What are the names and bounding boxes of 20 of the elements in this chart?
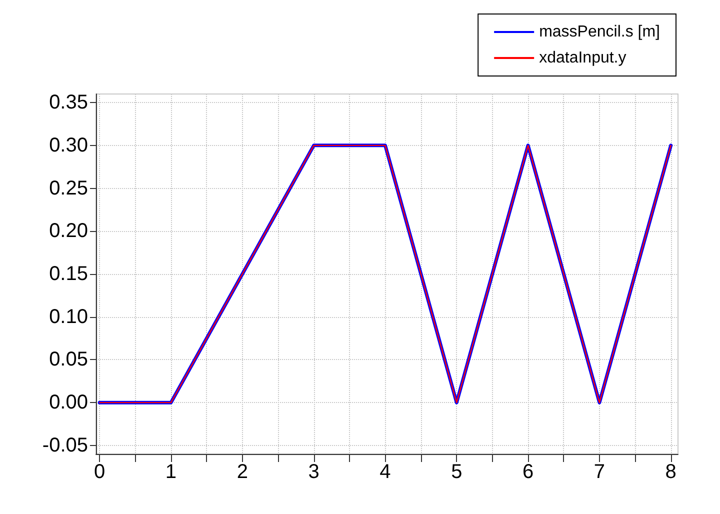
y-tick-label: 0.15 <box>49 263 88 285</box>
y-tick-label: 0.35 <box>49 92 88 114</box>
y-tick-label: 0.00 <box>49 392 88 414</box>
y-tick-label: 0.20 <box>49 220 88 242</box>
legend-label: xdataInput.y <box>539 50 626 66</box>
y-tick-label: 0.30 <box>49 134 88 156</box>
legend-label: massPencil.s [m] <box>539 24 660 40</box>
x-tick-label: 8 <box>665 461 676 483</box>
x-tick-label: 5 <box>451 461 462 483</box>
x-tick-label: 2 <box>236 461 248 483</box>
x-tick-label: 0 <box>94 461 106 483</box>
x-tick-label: 6 <box>522 461 534 483</box>
x-tick-label: 1 <box>165 461 177 483</box>
x-tick-label: 3 <box>308 461 320 483</box>
y-tick-label: 0.25 <box>49 177 88 200</box>
y-tick-label: -0.05 <box>42 434 88 456</box>
y-tick-label: 0.05 <box>49 348 88 371</box>
y-tick-label: 0.10 <box>49 306 88 328</box>
x-tick-label: 7 <box>594 461 606 483</box>
x-tick-label: 4 <box>380 461 391 483</box>
